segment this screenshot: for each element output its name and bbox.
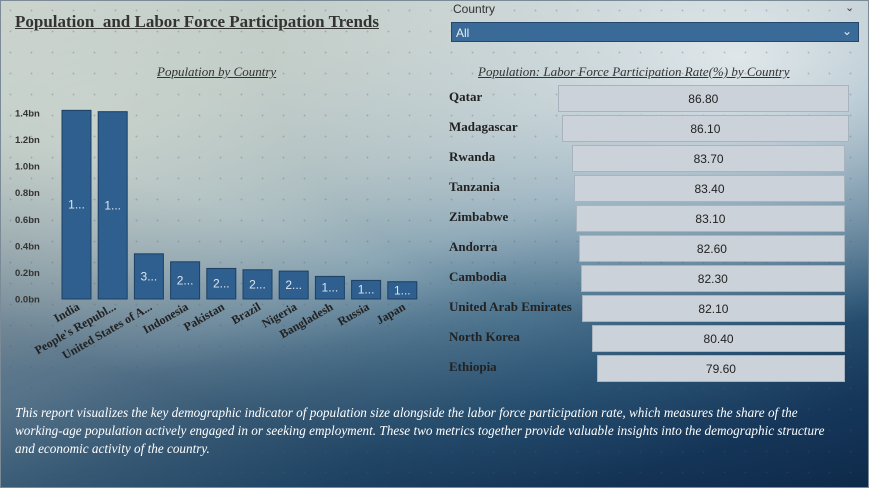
population-chart-title: Population by Country	[157, 64, 277, 79]
rate-row[interactable]: North Korea 80.40	[449, 325, 859, 353]
rate-row[interactable]: United Arab Emirates 82.10	[449, 295, 859, 323]
rate-value-label: 83.40	[694, 182, 725, 196]
participation-chart-title: Population: Labor Force Participation Ra…	[478, 64, 790, 79]
bar-data-label: 2...	[249, 277, 266, 291]
y-tick-label: 0.8bn	[15, 188, 40, 199]
bar-data-label: 1...	[358, 283, 375, 297]
rate-bar[interactable]: 83.40	[574, 175, 845, 202]
bar-data-label: 1...	[322, 281, 339, 295]
rate-row[interactable]: Qatar 86.80	[449, 85, 859, 113]
rate-row[interactable]: Andorra 82.60	[449, 235, 859, 263]
report-description: This report visualizes the key demograph…	[15, 405, 825, 456]
bar-data-label: 3...	[141, 269, 158, 283]
population-bar[interactable]	[314, 275, 345, 300]
population-bar[interactable]	[351, 279, 382, 300]
population-bar[interactable]	[387, 281, 418, 300]
y-tick-label: 1.2bn	[15, 135, 40, 146]
rate-value-label: 79.60	[705, 362, 736, 376]
country-slicer-label: Country	[453, 2, 496, 16]
country-label: Tanzania	[449, 179, 500, 194]
rate-value-label: 82.60	[696, 242, 727, 256]
x-category-label: Japan	[374, 299, 408, 327]
x-category-label: Pakistan	[181, 299, 227, 334]
rate-bar[interactable]: 82.60	[578, 235, 845, 262]
rate-bar[interactable]: 82.10	[581, 295, 845, 322]
rate-bar[interactable]: 80.40	[592, 325, 845, 352]
rate-row[interactable]: Tanzania 83.40	[449, 175, 859, 203]
bar-data-label: 1...	[68, 198, 85, 212]
rate-value-label: 83.70	[693, 152, 724, 166]
x-category-label: Russia	[335, 299, 371, 328]
population-bar[interactable]	[206, 267, 237, 300]
country-label: Andorra	[449, 239, 498, 254]
country-label: Qatar	[449, 89, 483, 104]
bar-data-label: 2...	[213, 277, 230, 291]
country-label: North Korea	[449, 329, 520, 344]
y-tick-label: 1.4bn	[15, 109, 40, 120]
y-tick-label: 0.0bn	[15, 295, 40, 306]
report-title: Population and Labor Force Participation…	[15, 12, 379, 31]
rate-value-label: 83.10	[695, 212, 726, 226]
x-category-label: Brazil	[229, 299, 264, 327]
country-slicer-dropdown[interactable]: All ⌄	[451, 22, 859, 42]
bar-data-label: 2...	[285, 278, 302, 292]
population-bar[interactable]	[170, 261, 201, 300]
rate-bar[interactable]: 86.80	[557, 85, 849, 112]
slicer-collapse-icon[interactable]: ⌄	[845, 1, 855, 14]
country-slicer-value: All	[456, 26, 470, 40]
rate-bar[interactable]: 83.10	[575, 205, 845, 232]
rate-bar[interactable]: 79.60	[596, 355, 845, 382]
country-label: Madagascar	[449, 119, 518, 134]
rate-bar[interactable]: 83.70	[572, 145, 845, 172]
rate-row[interactable]: Zimbabwe 83.10	[449, 205, 859, 233]
country-label: United Arab Emirates	[449, 299, 572, 314]
country-label: Cambodia	[449, 269, 507, 284]
population-bar[interactable]	[97, 111, 128, 300]
rate-value-label: 82.30	[697, 272, 728, 286]
y-tick-label: 0.4bn	[15, 241, 40, 252]
bar-data-label: 1...	[394, 283, 411, 297]
country-label: Rwanda	[449, 149, 496, 164]
y-tick-label: 1.0bn	[15, 162, 40, 173]
rate-bar[interactable]: 82.30	[580, 265, 845, 292]
rate-row[interactable]: Cambodia 82.30	[449, 265, 859, 293]
y-tick-label: 0.2bn	[15, 268, 40, 279]
country-label: Ethiopia	[449, 359, 497, 374]
population-bar[interactable]	[61, 109, 92, 300]
y-tick-label: 0.6bn	[15, 215, 40, 226]
rate-row[interactable]: Rwanda 83.70	[449, 145, 859, 173]
chevron-down-icon: ⌄	[841, 24, 852, 38]
rate-value-label: 86.80	[688, 92, 719, 106]
rate-row[interactable]: Ethiopia 79.60	[449, 355, 859, 383]
bar-data-label: 2...	[177, 273, 194, 287]
rate-value-label: 80.40	[703, 332, 734, 346]
rate-value-label: 82.10	[698, 302, 729, 316]
population-bar[interactable]	[278, 270, 309, 300]
population-bar-chart: 0.0bn 0.2bn 0.4bn 0.6bn 0.8bn 1.0bn 1.2bn 1.4bn…	[15, 109, 418, 362]
rate-bar[interactable]: 86.10	[561, 115, 849, 142]
rate-row[interactable]: Madagascar 86.10	[449, 115, 859, 143]
population-bar[interactable]	[133, 253, 164, 300]
bar-data-label: 1...	[104, 198, 121, 212]
population-bar[interactable]	[242, 269, 273, 300]
country-label: Zimbabwe	[449, 209, 509, 224]
rate-value-label: 86.10	[690, 122, 721, 136]
